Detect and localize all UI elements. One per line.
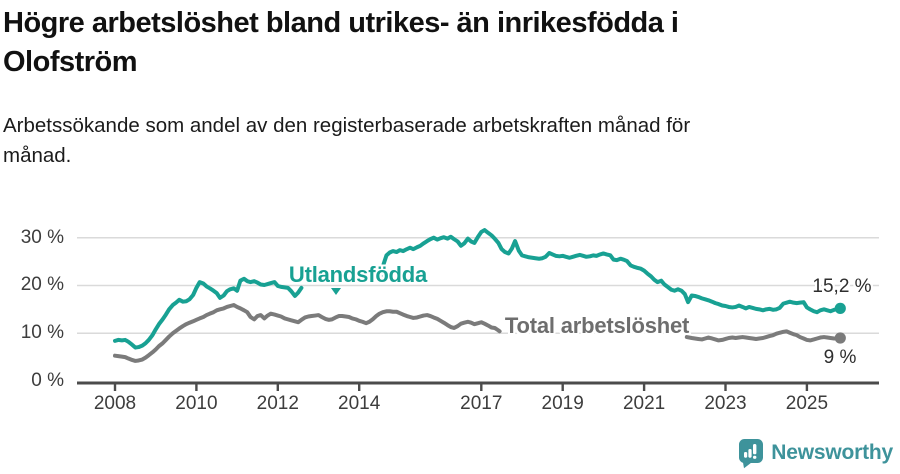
x-tick-label: 2019: [541, 393, 584, 414]
x-tick-label: 2008: [93, 393, 137, 414]
x-tick-label: 2014: [338, 393, 381, 414]
title-line-2: Olofström: [3, 46, 138, 78]
series-label-total-arbetsloshet: Total arbetslöshet: [504, 313, 690, 338]
series-label-utlandsfodda: Utlandsfödda: [288, 262, 428, 287]
subtitle-line-2: månad.: [3, 144, 72, 167]
subtitle-line-1: Arbetssökande som andel av den registerb…: [3, 114, 691, 137]
newsworthy-bubble-chart-icon: [739, 439, 764, 469]
title-line-1: Högre arbetslöshet bland utrikes- än inr…: [3, 7, 679, 39]
end-value-label-total: 9 %: [823, 347, 857, 368]
series-line: [113, 276, 304, 350]
newsworthy-logo[interactable]: Newsworthy: [738, 438, 893, 469]
y-tick-label: 30 %: [20, 226, 64, 248]
series-line: [113, 303, 502, 363]
end-value-label-utlandsfodda: 15,2 %: [812, 276, 872, 297]
x-tick-label: 2012: [256, 393, 299, 414]
series-line: [379, 228, 843, 315]
x-tick-label: 2017: [460, 393, 503, 414]
x-tick-label: 2023: [704, 393, 747, 414]
series-end-dot: [834, 332, 846, 344]
series-end-dot: [834, 302, 846, 314]
x-tick-label: 2025: [785, 393, 829, 414]
newsworthy-brand-text: Newsworthy: [771, 441, 893, 464]
y-tick-label: 20 %: [20, 274, 64, 296]
down-triangle-marker-icon: [331, 288, 341, 295]
x-tick-label: 2010: [175, 393, 218, 414]
chart-subtitle: Arbetssökande som andel av den registerb…: [3, 111, 853, 171]
series-line: [684, 329, 843, 343]
x-tick-label: 2021: [622, 393, 666, 414]
y-tick-label: 10 %: [20, 322, 64, 344]
page-title: Högre arbetslöshet bland utrikes- än inr…: [3, 4, 833, 82]
y-tick-label: 0 %: [31, 370, 64, 391]
